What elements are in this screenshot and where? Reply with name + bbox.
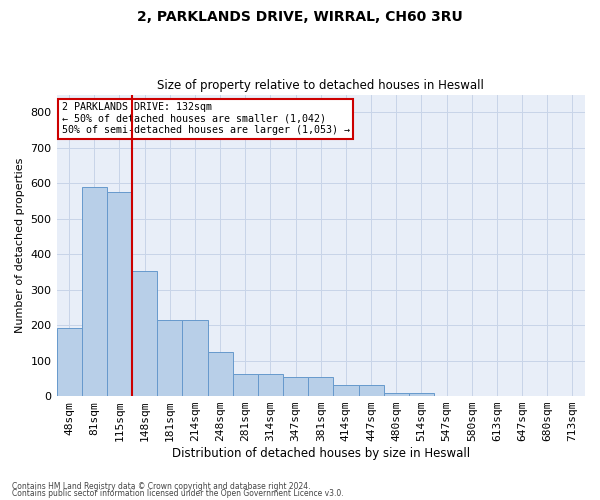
Bar: [182, 320, 208, 396]
Bar: [258, 374, 283, 396]
Bar: [334, 386, 359, 396]
Bar: [208, 352, 233, 396]
Bar: [283, 376, 308, 396]
Text: Contains HM Land Registry data © Crown copyright and database right 2024.: Contains HM Land Registry data © Crown c…: [12, 482, 311, 491]
Bar: [82, 188, 107, 396]
Text: 2, PARKLANDS DRIVE, WIRRAL, CH60 3RU: 2, PARKLANDS DRIVE, WIRRAL, CH60 3RU: [137, 10, 463, 24]
Text: Contains public sector information licensed under the Open Government Licence v3: Contains public sector information licen…: [12, 489, 344, 498]
Text: 2 PARKLANDS DRIVE: 132sqm
← 50% of detached houses are smaller (1,042)
50% of se: 2 PARKLANDS DRIVE: 132sqm ← 50% of detac…: [62, 102, 350, 136]
Bar: [409, 392, 434, 396]
Bar: [233, 374, 258, 396]
Bar: [56, 328, 82, 396]
Bar: [308, 376, 334, 396]
Y-axis label: Number of detached properties: Number of detached properties: [15, 158, 25, 333]
X-axis label: Distribution of detached houses by size in Heswall: Distribution of detached houses by size …: [172, 447, 470, 460]
Bar: [157, 320, 182, 396]
Bar: [107, 192, 132, 396]
Title: Size of property relative to detached houses in Heswall: Size of property relative to detached ho…: [157, 79, 484, 92]
Bar: [359, 386, 383, 396]
Bar: [132, 271, 157, 396]
Bar: [383, 392, 409, 396]
